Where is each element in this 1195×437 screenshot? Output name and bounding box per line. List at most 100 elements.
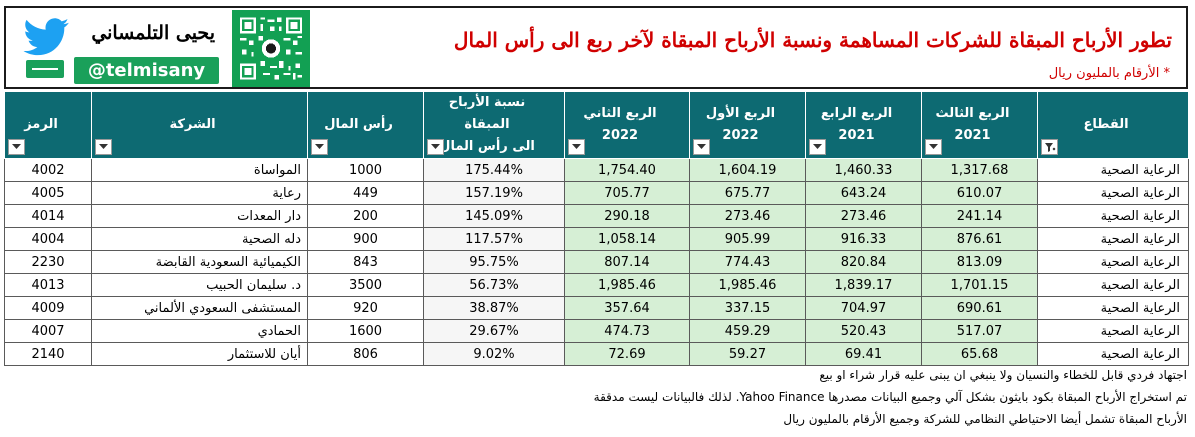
cell-q3-2021[interactable]: 876.61 [921,227,1038,251]
column-header-capital[interactable]: رأس المال [307,91,424,159]
cell-capital[interactable]: 1000 [307,158,424,182]
dropdown-icon[interactable] [925,139,942,155]
cell-q3-2021[interactable]: 610.07 [921,181,1038,205]
cell-code[interactable]: 4005 [4,181,92,205]
cell-q2-2022[interactable]: 705.77 [564,181,690,205]
cell-q1-2022[interactable]: 1,604.19 [689,158,806,182]
cell-q3-2021[interactable]: 517.07 [921,319,1038,343]
cell-retained-ratio[interactable]: 95.75% [423,250,565,274]
cell-q2-2022[interactable]: 474.73 [564,319,690,343]
cell-q3-2021[interactable]: 1,317.68 [921,158,1038,182]
cell-code[interactable]: 4004 [4,227,92,251]
cell-retained-ratio[interactable]: 175.44% [423,158,565,182]
cell-company[interactable]: الحمادي [91,319,308,343]
cell-q2-2022[interactable]: 1,985.46 [564,273,690,297]
cell-capital[interactable]: 3500 [307,273,424,297]
cell-company[interactable]: المستشفى السعودي الألماني [91,296,308,320]
cell-retained-ratio[interactable]: 38.87% [423,296,565,320]
cell-q1-2022[interactable]: 774.43 [689,250,806,274]
column-header-q2-2022[interactable]: الربع الثاني 2022 [564,91,690,159]
cell-capital[interactable]: 920 [307,296,424,320]
cell-q1-2022[interactable]: 905.99 [689,227,806,251]
cell-q2-2022[interactable]: 1,058.14 [564,227,690,251]
cell-q4-2021[interactable]: 704.97 [805,296,922,320]
dropdown-icon[interactable] [95,139,112,155]
cell-q4-2021[interactable]: 69.41 [805,342,922,366]
dropdown-icon[interactable] [693,139,710,155]
cell-code[interactable]: 2140 [4,342,92,366]
cell-q1-2022[interactable]: 459.29 [689,319,806,343]
dropdown-icon[interactable] [8,139,25,155]
cell-sector[interactable]: الرعاية الصحية [1037,296,1189,320]
cell-q1-2022[interactable]: 273.46 [689,204,806,228]
cell-company[interactable]: أيان للاستثمار [91,342,308,366]
cell-capital[interactable]: 806 [307,342,424,366]
cell-sector[interactable]: الرعاية الصحية [1037,342,1189,366]
cell-company[interactable]: الكيميائية السعودية القابضة [91,250,308,274]
cell-q3-2021[interactable]: 813.09 [921,250,1038,274]
column-header-q4-2021[interactable]: الربع الرابع 2021 [805,91,922,159]
cell-sector[interactable]: الرعاية الصحية [1037,250,1189,274]
cell-sector[interactable]: الرعاية الصحية [1037,273,1189,297]
cell-sector[interactable]: الرعاية الصحية [1037,181,1189,205]
cell-company[interactable]: دله الصحية [91,227,308,251]
cell-q4-2021[interactable]: 820.84 [805,250,922,274]
cell-q1-2022[interactable]: 675.77 [689,181,806,205]
cell-code[interactable]: 4013 [4,273,92,297]
cell-sector[interactable]: الرعاية الصحية [1037,227,1189,251]
cell-q2-2022[interactable]: 1,754.40 [564,158,690,182]
cell-code[interactable]: 4002 [4,158,92,182]
cell-company[interactable]: دار المعدات [91,204,308,228]
cell-code[interactable]: 4007 [4,319,92,343]
cell-q3-2021[interactable]: 1,701.15 [921,273,1038,297]
cell-sector[interactable]: الرعاية الصحية [1037,158,1189,182]
cell-q3-2021[interactable]: 65.68 [921,342,1038,366]
column-header-sector[interactable]: القطاع [1037,91,1189,159]
cell-retained-ratio[interactable]: 157.19% [423,181,565,205]
column-header-company[interactable]: الشركة [91,91,308,159]
cell-q2-2022[interactable]: 807.14 [564,250,690,274]
cell-q1-2022[interactable]: 59.27 [689,342,806,366]
cell-capital[interactable]: 1600 [307,319,424,343]
cell-capital[interactable]: 900 [307,227,424,251]
cell-q2-2022[interactable]: 72.69 [564,342,690,366]
cell-code[interactable]: 4009 [4,296,92,320]
dropdown-icon[interactable] [427,139,444,155]
filter-active-icon[interactable] [1041,139,1058,155]
cell-capital[interactable]: 200 [307,204,424,228]
cell-sector[interactable]: الرعاية الصحية [1037,204,1189,228]
cell-q2-2022[interactable]: 290.18 [564,204,690,228]
cell-q4-2021[interactable]: 520.43 [805,319,922,343]
cell-retained-ratio[interactable]: 56.73% [423,273,565,297]
cell-company[interactable]: المواساة [91,158,308,182]
cell-retained-ratio[interactable]: 117.57% [423,227,565,251]
cell-q4-2021[interactable]: 1,839.17 [805,273,922,297]
dropdown-icon[interactable] [809,139,826,155]
column-header-q3-2021[interactable]: الربع الثالث 2021 [921,91,1038,159]
cell-retained-ratio[interactable]: 9.02% [423,342,565,366]
column-header-q1-2022[interactable]: الربع الأول 2022 [689,91,806,159]
cell-q2-2022[interactable]: 357.64 [564,296,690,320]
cell-capital[interactable]: 843 [307,250,424,274]
cell-company[interactable]: د. سليمان الحبيب [91,273,308,297]
cell-q3-2021[interactable]: 241.14 [921,204,1038,228]
cell-retained-ratio[interactable]: 145.09% [423,204,565,228]
cell-code[interactable]: 2230 [4,250,92,274]
cell-q1-2022[interactable]: 337.15 [689,296,806,320]
cell-q3-2021[interactable]: 690.61 [921,296,1038,320]
cell-company[interactable]: رعاية [91,181,308,205]
dropdown-icon[interactable] [311,139,328,155]
cell-q4-2021[interactable]: 273.46 [805,204,922,228]
cell-q1-2022[interactable]: 1,985.46 [689,273,806,297]
dropdown-icon[interactable] [568,139,585,155]
cell-sector[interactable]: الرعاية الصحية [1037,319,1189,343]
cell-capital[interactable]: 449 [307,181,424,205]
author-handle[interactable]: @telmisany [74,57,219,84]
column-header-retained-ratio[interactable]: نسبة الأرباح المبقاة الى رأس المال [423,91,565,159]
column-header-code[interactable]: الرمز [4,91,92,159]
cell-retained-ratio[interactable]: 29.67% [423,319,565,343]
cell-q4-2021[interactable]: 916.33 [805,227,922,251]
cell-q4-2021[interactable]: 1,460.33 [805,158,922,182]
cell-code[interactable]: 4014 [4,204,92,228]
cell-q4-2021[interactable]: 643.24 [805,181,922,205]
